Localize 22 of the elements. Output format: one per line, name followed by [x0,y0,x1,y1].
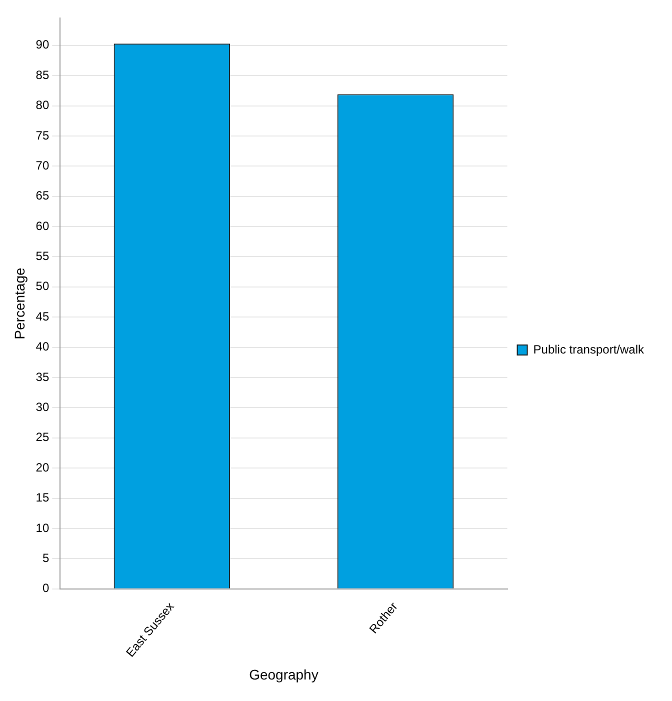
y-axis-title: Percentage [11,268,28,340]
y-tick-label: 40 [36,340,50,354]
y-tick-label: 70 [36,158,50,172]
y-tick-label: 60 [36,218,50,233]
y-tick-label: 25 [36,430,50,444]
y-tick-label: 80 [36,98,50,112]
y-tick-label: 35 [36,370,50,384]
y-tick-label: 30 [36,400,50,414]
y-tick-label: 5 [42,550,50,565]
y-tick-label: 0 [42,581,50,596]
y-tick-label: 10 [36,520,50,535]
x-axis-title: Geography [249,666,318,682]
y-tick-label: 45 [36,309,50,324]
y-tick-label: 75 [36,128,50,142]
y-tick-label: 85 [36,68,50,82]
y-tick-label: 55 [36,249,50,264]
y-tick-label: 65 [36,188,50,203]
y-tick-label: 50 [36,279,50,294]
legend-label: Public transport/walk [533,342,645,356]
y-tick-label: 20 [36,460,50,474]
y-tick-label: 15 [36,490,50,505]
y-tick-label: 90 [36,38,50,52]
